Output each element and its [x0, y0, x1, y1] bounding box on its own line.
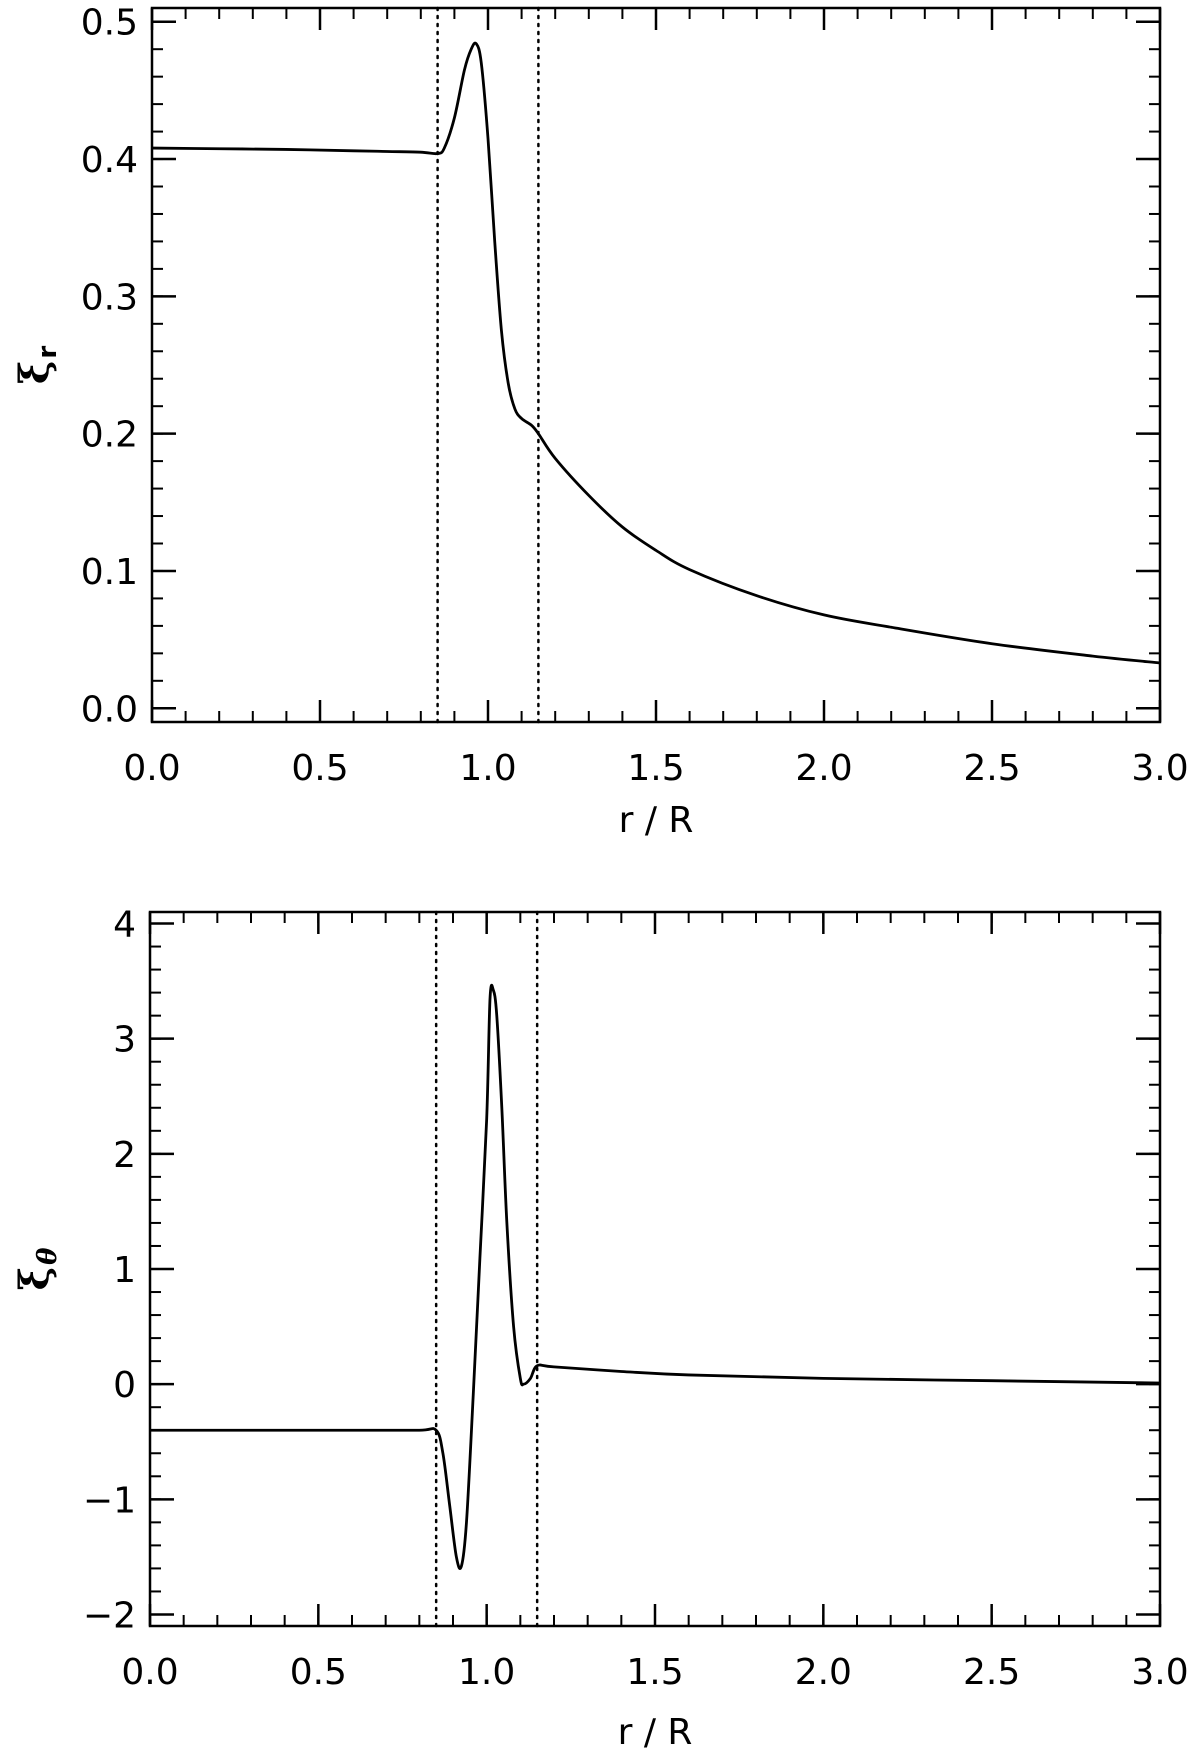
plot-frame: [150, 6, 1162, 724]
x-axis-label: r / R: [618, 1712, 693, 1753]
y-tick-label: −2: [83, 1595, 136, 1636]
x-tick-label: 0.5: [291, 748, 348, 789]
x-tick-label: 2.0: [795, 1652, 852, 1693]
chart-panel-1: 0.0 0.5 1.0 1.5 2.0 2.5 3.0 0.0 0.1 0.2 0.3 0.4 0.5 r…: [11, 3, 1189, 841]
y-axis-label: ξr: [11, 346, 63, 385]
x-tick-label: 0.5: [290, 1652, 347, 1693]
y-tick-label: 2: [113, 1135, 136, 1176]
x-tick-label: 0.0: [123, 748, 180, 789]
y-tick-label: 1: [113, 1250, 136, 1291]
series-line-1: [151, 41, 1161, 665]
y-axis-label-subscript: θ: [33, 1247, 63, 1265]
chart-panel-2: 0.0 0.5 1.0 1.5 2.0 2.5 3.0 −2 −1 0 1 2 3 4 r / R ξθ: [11, 905, 1189, 1753]
y-axis-label-subscript: r: [33, 346, 63, 359]
x-tick-label: 1.5: [627, 748, 684, 789]
x-tick-label: 2.0: [795, 748, 852, 789]
x-tick-label: 1.5: [626, 1652, 683, 1693]
series-line-1: [149, 983, 1161, 1570]
y-axis-label-symbol: ξ: [11, 361, 58, 385]
y-tick-label: 0: [113, 1365, 136, 1406]
y-tick-label: 3: [113, 1020, 136, 1061]
x-tick-label: 0.0: [121, 1652, 178, 1693]
x-tick-label: 1.0: [459, 748, 516, 789]
y-tick-label: 0.1: [81, 552, 138, 593]
y-tick-label: 0.4: [81, 140, 138, 181]
plot-frame: [148, 910, 1162, 1628]
x-tick-label: 3.0: [1131, 1652, 1188, 1693]
y-axis-label: ξθ: [11, 1247, 63, 1291]
x-tick-label: 3.0: [1131, 748, 1188, 789]
x-tick-label: 2.5: [963, 1652, 1020, 1693]
y-tick-label: −1: [83, 1480, 136, 1521]
y-tick-label: 4: [113, 905, 136, 946]
x-tick-label: 1.0: [458, 1652, 515, 1693]
y-tick-label: 0.5: [81, 3, 138, 44]
y-tick-label: 0.3: [81, 277, 138, 318]
y-axis-label-symbol: ξ: [11, 1267, 58, 1291]
y-tick-label: 0.2: [81, 415, 138, 456]
x-axis-label: r / R: [619, 800, 694, 841]
y-tick-label: 0.0: [81, 689, 138, 730]
x-tick-label: 2.5: [963, 748, 1020, 789]
